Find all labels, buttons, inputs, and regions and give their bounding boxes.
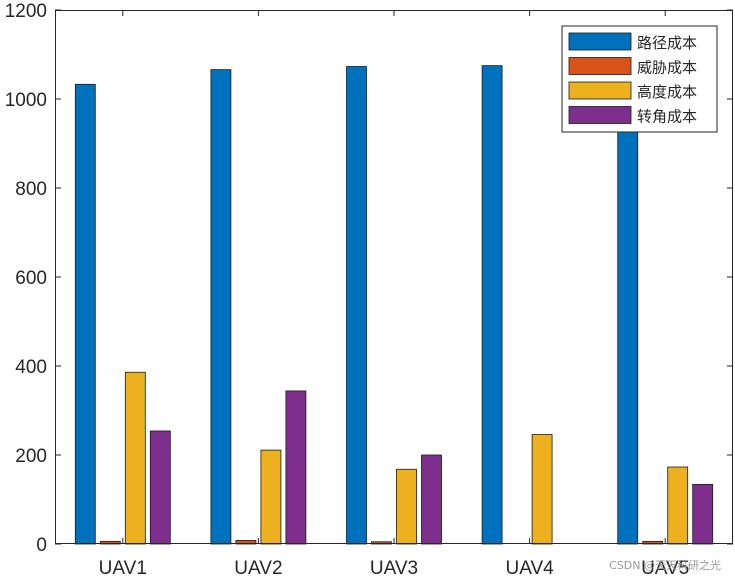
y-tick-label: 1000 — [5, 90, 47, 111]
bar-uav4-series-3 — [531, 434, 553, 545]
watermark-text: CSDN @天天科研之光 — [609, 558, 721, 572]
bar-uav5-series-3 — [667, 466, 689, 545]
bar-uav5-series-4 — [692, 483, 714, 545]
legend-label: 路径成本 — [637, 34, 697, 52]
bar-uav3-series-3 — [396, 468, 417, 545]
bar-uav2-series-1 — [210, 69, 232, 545]
legend-label: 威胁成本 — [637, 59, 697, 77]
ticks-layer: 0 200 400 600 800 1000 1200 UAV1 UAV2 UAV3 UAV4 UAV… — [5, 1, 733, 577]
y-tick-label: 800 — [15, 179, 47, 200]
legend-label: 转角成本 — [637, 108, 697, 126]
bar-uav1-series-4 — [149, 430, 171, 545]
x-tick-label: UAV3 — [370, 558, 418, 577]
bar-uav1-series-3 — [124, 371, 146, 545]
y-tick-label: 200 — [15, 446, 47, 467]
legend-label: 高度成本 — [637, 83, 697, 101]
y-tick-label: 600 — [15, 268, 47, 289]
bar-uav2-series-3 — [260, 449, 282, 545]
bar-uav3-series-4 — [421, 454, 442, 545]
x-tick-label: UAV5 — [641, 558, 689, 577]
x-tick-label: UAV2 — [234, 558, 282, 577]
bar-uav5-series-1 — [617, 66, 639, 545]
legend-swatch — [568, 106, 632, 124]
bar-uav1-series-1 — [74, 83, 96, 545]
bar-uav4-series-1 — [481, 65, 503, 545]
y-tick-label: 400 — [15, 357, 47, 378]
bar-uav3-series-1 — [346, 66, 367, 545]
legend-swatch — [568, 57, 632, 75]
x-tick-label: UAV4 — [505, 558, 554, 577]
legend-swatch — [568, 32, 632, 51]
y-tick-label: 0 — [36, 535, 47, 556]
bars-layer — [74, 65, 714, 545]
y-tick-label: 1200 — [5, 1, 47, 22]
x-tick-label: UAV1 — [99, 558, 147, 577]
legend-swatch — [568, 81, 632, 100]
bar-uav2-series-4 — [285, 390, 307, 545]
